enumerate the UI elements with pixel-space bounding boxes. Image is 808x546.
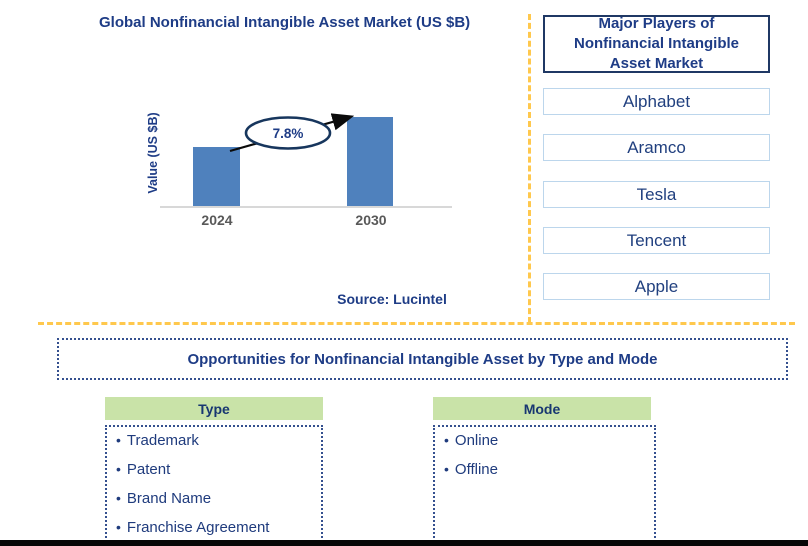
- type-list: • Trademark • Patent • Brand Name • Fran…: [105, 425, 323, 546]
- x-tick-2030: 2030: [355, 212, 387, 228]
- source-label: Source: Lucintel: [337, 291, 447, 307]
- type-column-header: Type: [105, 397, 323, 420]
- bullet-icon: •: [444, 432, 449, 448]
- vertical-divider: [528, 14, 531, 323]
- bullet-icon: •: [116, 461, 121, 477]
- bar-2030: [347, 117, 393, 206]
- bullet-icon: •: [116, 490, 121, 506]
- x-tick-2024: 2024: [201, 212, 233, 228]
- type-item-label: Patent: [126, 461, 171, 478]
- type-item-label: Trademark: [126, 432, 199, 449]
- list-item: • Online: [444, 432, 645, 461]
- bullet-icon: •: [116, 519, 121, 535]
- list-item: • Offline: [444, 461, 645, 490]
- type-item-label: Franchise Agreement: [126, 519, 270, 536]
- bar-chart-plot-area: [160, 100, 452, 208]
- bar-2024: [193, 147, 240, 206]
- player-box-aramco: Aramco: [543, 134, 770, 161]
- mode-item-label: Online: [454, 432, 499, 449]
- mode-column-header: Mode: [433, 397, 651, 420]
- list-item: • Brand Name: [116, 490, 312, 519]
- bullet-icon: •: [444, 461, 449, 477]
- mode-list: • Online • Offline: [433, 425, 656, 546]
- list-item: • Franchise Agreement: [116, 519, 312, 546]
- bottom-border-bar: [0, 540, 808, 546]
- opportunities-title: Opportunities for Nonfinancial Intangibl…: [57, 338, 788, 380]
- players-panel-title: Major Players of Nonfinancial Intangible…: [543, 15, 770, 73]
- chart-title: Global Nonfinancial Intangible Asset Mar…: [99, 14, 471, 31]
- mode-item-label: Offline: [454, 461, 498, 478]
- player-box-tencent: Tencent: [543, 227, 770, 254]
- y-axis-label: Value (US $B): [146, 112, 160, 194]
- player-box-tesla: Tesla: [543, 181, 770, 208]
- player-box-apple: Apple: [543, 273, 770, 300]
- player-box-alphabet: Alphabet: [543, 88, 770, 115]
- bullet-icon: •: [116, 432, 121, 448]
- list-item: • Trademark: [116, 432, 312, 461]
- type-item-label: Brand Name: [126, 490, 212, 507]
- list-item: • Patent: [116, 461, 312, 490]
- horizontal-divider: [38, 322, 795, 325]
